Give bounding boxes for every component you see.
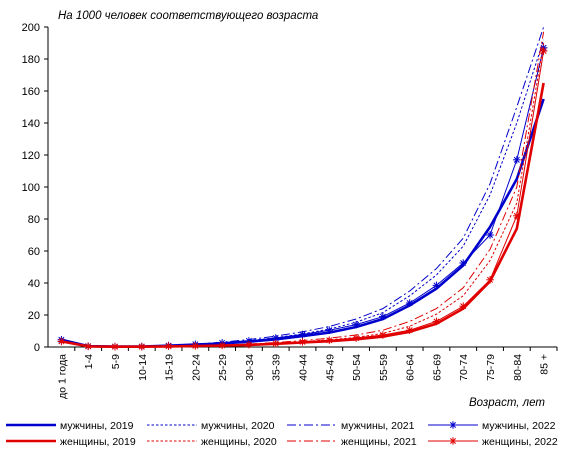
- y-axis-ticks: 0 20 40 60 80 100 120 140 160 180 200: [22, 22, 48, 354]
- x-tick-label: 60-64: [405, 354, 417, 381]
- x-tick-label: 20-24: [190, 354, 202, 381]
- data-point: [513, 212, 521, 220]
- x-tick-label: 15-19: [164, 354, 176, 381]
- data-point: [432, 317, 441, 326]
- data-point: [486, 231, 494, 239]
- legend: мужчины, 2019 мужчины, 2020 мужчины, 2021 м…: [6, 420, 558, 448]
- legend-label: мужчины, 2021: [341, 420, 415, 432]
- legend-label: женщины, 2022: [482, 436, 558, 448]
- y-tick-label: 40: [28, 278, 40, 290]
- x-tick-label: 80-84: [512, 354, 524, 381]
- series-line: [61, 82, 545, 349]
- data-point: [486, 276, 494, 284]
- axes: [47, 27, 557, 348]
- data-point: [164, 342, 173, 350]
- data-point: [57, 337, 66, 346]
- x-tick-label: 25-29: [217, 354, 229, 381]
- data-point: [298, 330, 307, 339]
- legend-label: женщины, 2020: [201, 436, 277, 448]
- data-point: [218, 341, 226, 350]
- series-lines: [57, 26, 548, 351]
- data-point: [84, 342, 92, 351]
- data-point: [191, 342, 200, 350]
- data-point: [271, 334, 280, 342]
- data-point: [459, 302, 468, 310]
- data-point: [379, 331, 387, 339]
- data-point: [298, 338, 307, 346]
- x-tick-label: 10-14: [137, 354, 149, 381]
- y-tick-label: 200: [22, 22, 40, 34]
- x-axis-label: Возраст, лет: [469, 397, 545, 409]
- data-point: [459, 259, 468, 267]
- series-line: [61, 98, 545, 348]
- data-point: [449, 421, 457, 429]
- legend-label: мужчины, 2019: [60, 420, 134, 432]
- legend-label: мужчины, 2020: [201, 420, 275, 432]
- x-tick-label: 65-69: [431, 354, 443, 381]
- x-tick-label: 40-44: [298, 354, 310, 381]
- y-tick-label: 140: [22, 118, 40, 130]
- data-point: [379, 312, 387, 321]
- data-point: [432, 281, 441, 290]
- x-tick-label: 75-79: [485, 354, 497, 381]
- data-point: [325, 336, 334, 345]
- series-line: [61, 50, 545, 348]
- data-point: [325, 326, 334, 334]
- chart-title: На 1000 человек соответствующего возраст…: [58, 10, 318, 22]
- x-axis-ticks: до 1 года 1-4 5-9 10-14 15-19 20-24 25-29 30-34…: [56, 347, 558, 399]
- y-tick-label: 180: [22, 54, 40, 66]
- data-point: [449, 437, 457, 445]
- x-tick-label: до 1 года: [56, 354, 68, 399]
- x-tick-label: 35-39: [271, 354, 283, 381]
- data-point: [539, 47, 548, 55]
- y-tick-label: 0: [34, 342, 40, 354]
- x-tick-label: 45-49: [324, 354, 336, 381]
- y-tick-label: 20: [28, 310, 40, 322]
- legend-label: женщины, 2021: [341, 436, 417, 448]
- x-tick-label: 1-4: [83, 354, 95, 369]
- data-point: [137, 342, 146, 351]
- x-tick-label: 55-59: [378, 354, 390, 381]
- legend-label: женщины, 2019: [60, 436, 136, 448]
- y-tick-label: 160: [22, 86, 40, 98]
- data-point: [352, 320, 360, 329]
- x-tick-label: 30-34: [244, 354, 256, 381]
- data-point: [405, 299, 414, 307]
- data-point: [245, 340, 253, 349]
- legend-label: мужчины, 2022: [482, 420, 556, 432]
- x-tick-label: 5-9: [110, 354, 122, 369]
- y-tick-label: 100: [22, 182, 40, 194]
- data-point: [513, 156, 521, 164]
- data-point: [111, 342, 119, 351]
- x-tick-label: 70-74: [458, 354, 470, 381]
- y-tick-label: 80: [28, 214, 40, 226]
- data-point: [405, 326, 414, 334]
- x-tick-label: 50-54: [351, 354, 363, 381]
- y-tick-label: 60: [28, 246, 40, 258]
- data-point: [271, 339, 280, 348]
- x-tick-label: 85 +: [539, 354, 551, 375]
- data-point: [352, 334, 360, 342]
- y-tick-label: 120: [22, 150, 40, 162]
